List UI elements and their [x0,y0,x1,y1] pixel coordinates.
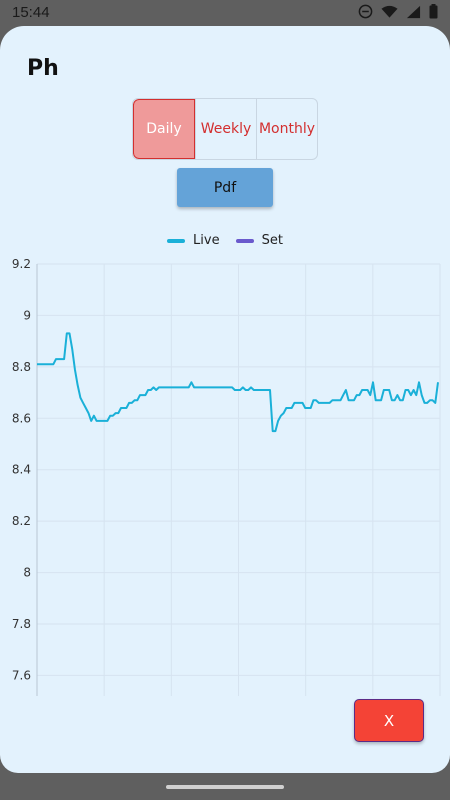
range-option-daily[interactable]: Daily [133,99,195,159]
range-option-monthly[interactable]: Monthly [256,99,317,159]
chart-dialog: Ph Daily Weekly Monthly Pdf Live Set 9.2… [0,26,450,773]
y-tick-label: 8.4 [12,463,31,477]
status-icons [358,4,438,19]
home-handle[interactable] [166,785,284,789]
legend-swatch-live [167,238,186,243]
legend-item-set[interactable]: Set [235,233,283,248]
navigation-bar [0,773,450,800]
wifi-icon [381,5,398,18]
status-bar: 15:44 [0,0,450,26]
y-tick-label: 7.8 [12,617,31,631]
y-tick-label: 7.6 [12,668,31,682]
battery-icon [429,4,438,19]
pdf-button[interactable]: Pdf [177,168,273,207]
chart-legend: Live Set [0,233,450,248]
ph-line-chart: 9.2 9 8.8 8.6 8.4 8.2 8 7.8 7.6 [12,257,441,696]
y-tick-label: 9 [23,308,31,322]
legend-item-live[interactable]: Live [167,233,220,248]
page-title: Ph [27,56,59,81]
do-not-disturb-icon [358,4,373,19]
series-line-live [37,332,439,433]
y-tick-label: 8.2 [12,514,31,528]
legend-swatch-set [235,238,254,243]
legend-label-set: Set [261,233,283,248]
legend-label-live: Live [193,233,220,248]
range-option-weekly[interactable]: Weekly [195,99,256,159]
status-time: 15:44 [12,4,50,21]
signal-icon [406,5,421,18]
range-selector: Daily Weekly Monthly [132,98,318,160]
y-tick-label: 8 [23,566,31,580]
y-tick-label: 8.8 [12,360,31,374]
close-button[interactable]: X [354,699,424,742]
y-tick-label: 8.6 [12,411,31,425]
y-tick-label: 9.2 [12,257,31,271]
